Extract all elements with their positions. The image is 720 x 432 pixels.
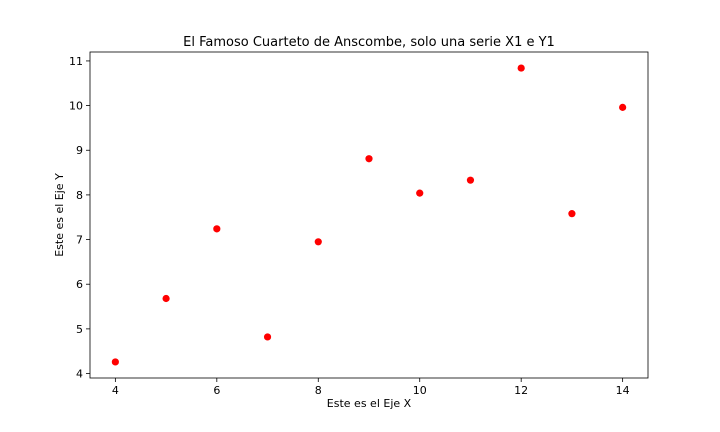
data-point	[162, 294, 170, 303]
x-tick-label: 4	[112, 384, 119, 397]
y-tick-label: 8	[76, 189, 83, 202]
data-point	[111, 358, 119, 366]
x-tick-label: 10	[413, 384, 427, 397]
data-point	[619, 103, 627, 111]
data-point	[466, 176, 475, 184]
x-axis: 4 6 8 10 12 14	[112, 378, 630, 397]
y-tick-label: 6	[76, 278, 83, 291]
chart-title: El Famoso Cuarteto de Anscombe, solo una…	[183, 35, 555, 50]
data-point	[213, 225, 221, 233]
data-point	[517, 64, 525, 72]
x-tick-label: 8	[315, 384, 322, 397]
data-points	[111, 64, 627, 366]
data-point	[263, 333, 272, 341]
y-tick-label: 5	[76, 323, 83, 336]
data-point	[314, 238, 322, 246]
plot-frame	[89, 51, 649, 379]
data-point	[416, 189, 424, 197]
y-axis-label: Este es el Eje Y	[53, 173, 66, 257]
data-point	[365, 155, 373, 163]
x-tick-label: 14	[616, 384, 630, 397]
y-tick-label: 11	[69, 55, 83, 68]
x-tick-label: 12	[514, 384, 528, 397]
x-tick-label: 6	[213, 384, 220, 397]
y-tick-label: 4	[76, 368, 83, 381]
x-axis-label: Este es el Eje X	[327, 397, 412, 410]
y-tick-label: 10	[69, 100, 83, 113]
data-point	[568, 210, 576, 218]
y-tick-label: 9	[76, 144, 83, 157]
y-tick-label: 7	[76, 234, 83, 247]
y-axis: 4 5 6 7 8 9 10 11	[69, 55, 90, 381]
